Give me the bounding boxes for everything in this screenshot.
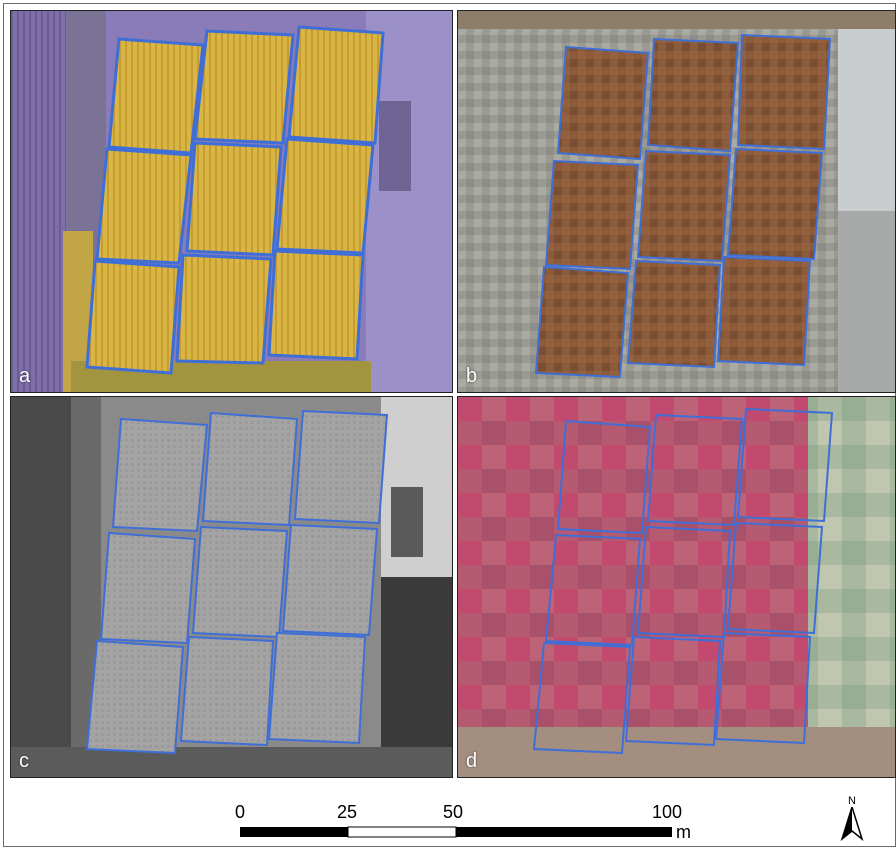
plot [556,45,650,161]
map-panel-b: b [457,10,896,393]
scale-bar-graphic [240,826,672,838]
plot [191,525,289,639]
plot [107,37,205,155]
plot [532,641,632,755]
plot [293,409,389,525]
plot-group-c [85,409,389,755]
plot [736,407,834,523]
plot [267,249,365,361]
panel-d-image [458,397,895,777]
plot [726,147,824,261]
plot [267,631,367,745]
plot [646,37,740,153]
panel-c-image [11,397,452,777]
plot [201,411,299,527]
plot [534,265,630,379]
plot [99,531,197,645]
plot [714,631,812,745]
north-label: N [848,795,856,807]
plot [716,255,812,367]
scale-tick-label: 50 [443,802,464,822]
map-panel-d: d [457,396,896,778]
plot [193,29,295,145]
scale-tick-label: 0 [235,802,246,822]
panel-a-image [11,11,452,392]
plot-group-a [85,25,385,375]
plot [646,413,744,527]
plot [544,159,640,271]
plot [626,259,722,369]
scale-tick-label: 100 [652,802,683,822]
scale-unit-label: m [676,822,691,842]
plot [85,259,181,375]
panel-label-c: c [19,750,29,772]
scale-bar: 0 25 50 100 m [0,780,896,847]
plot [281,523,379,637]
panel-label-d: d [466,750,478,772]
plot [287,25,385,145]
plot [175,253,273,365]
plot [544,533,642,647]
plot [185,141,283,257]
plot-group-b [534,33,832,379]
panel-b-image [458,11,895,392]
plot [85,639,185,755]
plot [636,149,732,263]
plot [726,521,824,635]
plot [179,635,275,747]
north-arrow-icon [840,807,864,841]
plot [736,33,832,151]
north-arrow: N [838,795,868,845]
plot [556,419,652,535]
plot [624,635,722,747]
plot-group-d [532,407,834,755]
panel-label-a: a [19,365,31,387]
plot [111,417,209,533]
scale-tick-label: 25 [337,802,358,822]
plot [275,137,375,255]
panel-label-b: b [466,365,478,387]
plot [95,147,193,265]
map-panel-c: c [10,396,453,778]
map-panel-a: a [10,10,453,393]
